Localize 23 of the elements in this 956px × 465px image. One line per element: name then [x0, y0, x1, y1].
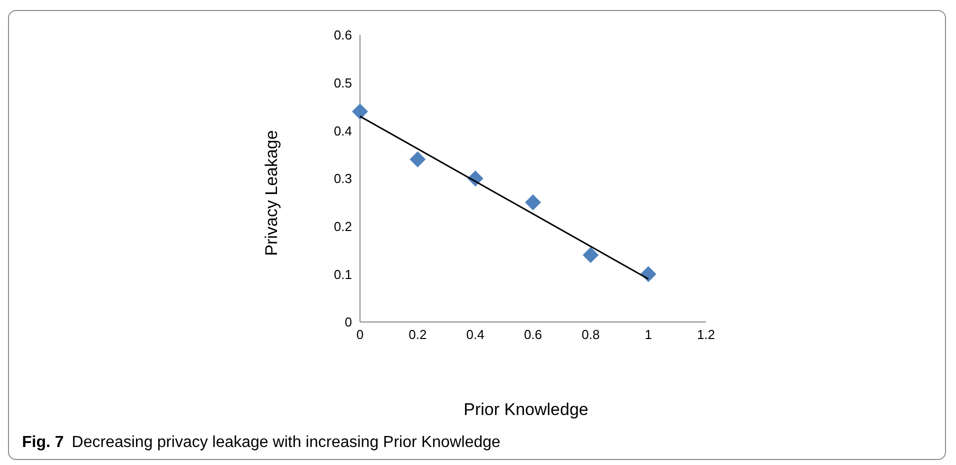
x-tick-label: 1.2	[696, 327, 716, 342]
x-tick-label: 0.4	[466, 327, 484, 342]
y-tick-label: 0.3	[334, 171, 352, 186]
point	[410, 151, 426, 168]
x-tick-label: 0.2	[408, 327, 427, 342]
x-tick-label: 0.6	[524, 327, 542, 342]
y-tick-label: 0	[344, 314, 352, 330]
x-axis-title: Prior Knowledge	[464, 400, 588, 420]
text: Decreasing privacy leakage with increasing Prior Knowledge	[72, 434, 500, 451]
y-tick-label: 0.2	[334, 218, 352, 234]
x-tick-label: 0.8	[582, 327, 600, 342]
y-tick-label: 0.5	[334, 75, 352, 90]
y-axis-title: Privacy Leakage	[262, 130, 282, 256]
point	[352, 104, 368, 120]
point	[525, 194, 541, 210]
y-tick-label: 0.4	[334, 123, 352, 138]
caption: Fig. 7	[22, 434, 64, 451]
y-tick-label: 0.6	[334, 28, 352, 43]
point	[582, 247, 599, 264]
y-tick-label: 0.1	[334, 266, 352, 282]
point	[640, 266, 656, 282]
x-tick-label: 1	[644, 327, 652, 342]
x-tick-label: 0	[356, 327, 364, 342]
